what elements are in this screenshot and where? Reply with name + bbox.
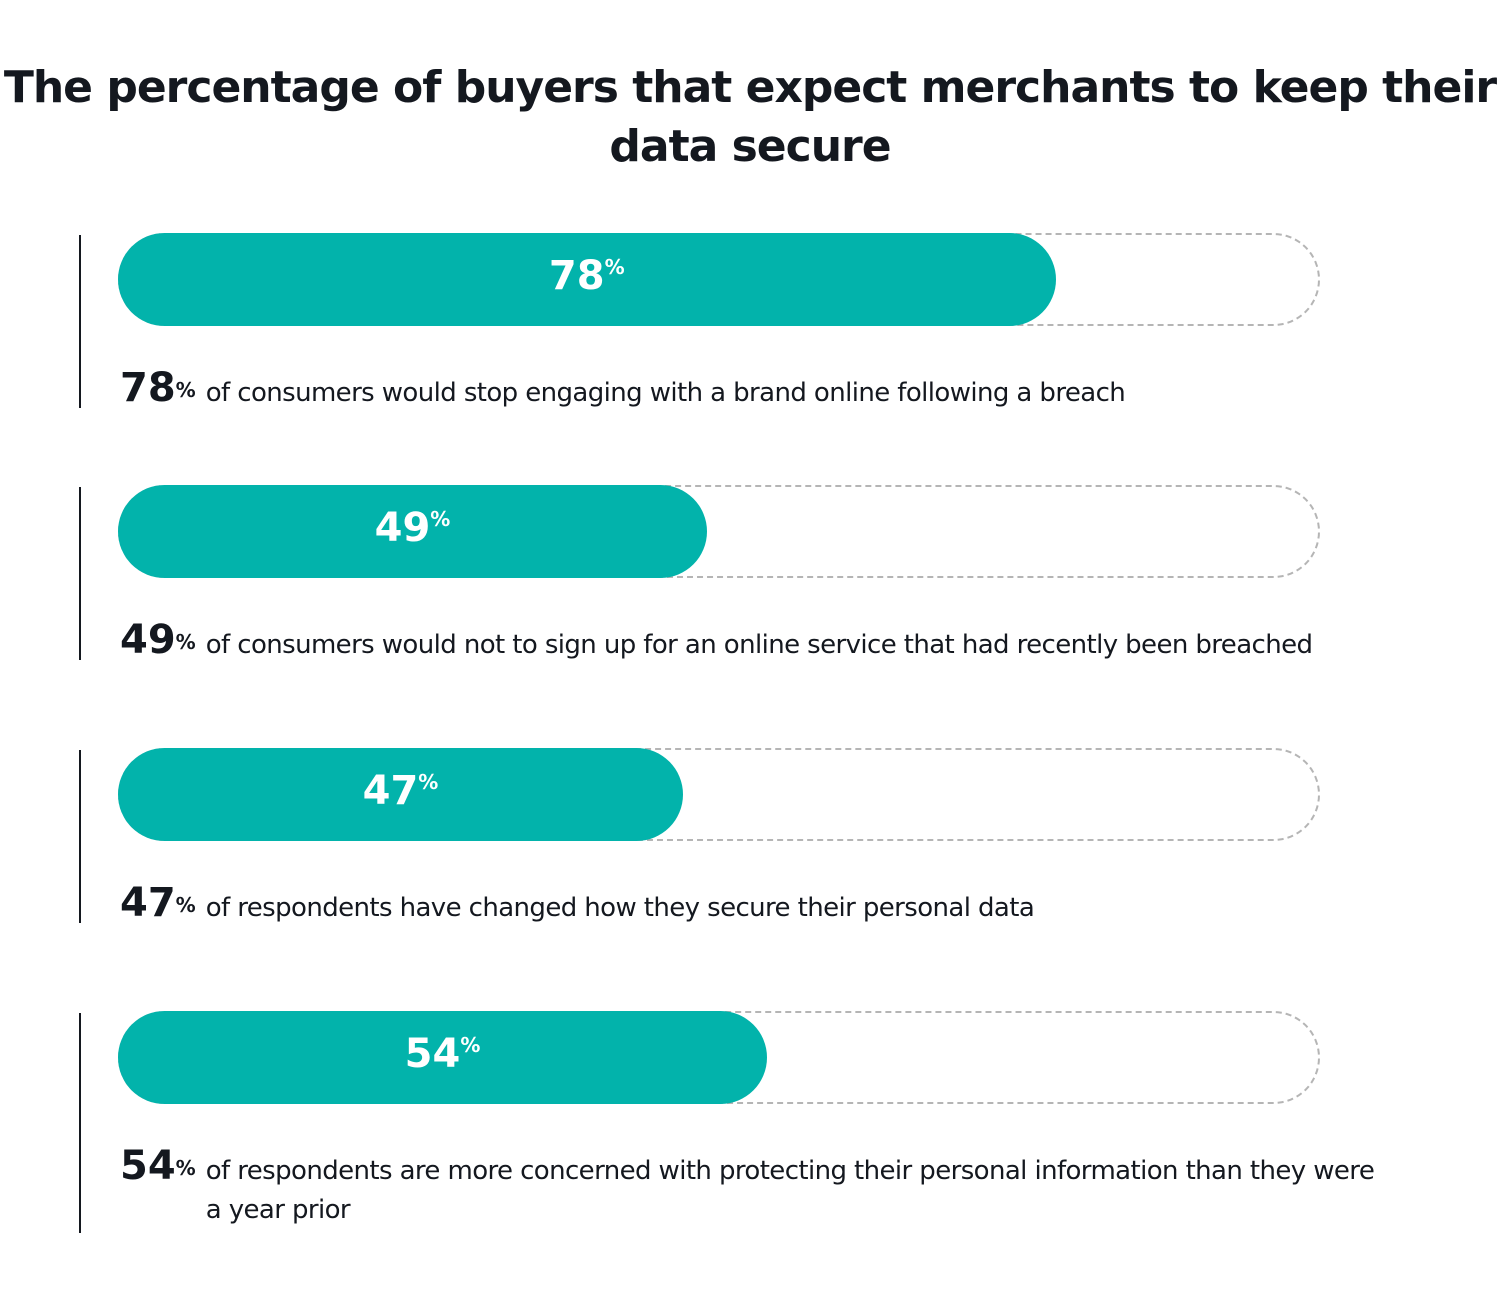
bar-caption: 78% of consumers would stop engaging with… (120, 366, 1386, 413)
bar-fill (118, 1011, 768, 1104)
percent-sign: % (175, 893, 196, 917)
percent-sign: % (175, 378, 196, 402)
bar-caption: 47% of respondents have changed how they … (120, 881, 1386, 928)
caption-value: 49% (120, 618, 196, 662)
percent-sign: % (418, 770, 439, 794)
caption-text: of respondents have changed how they sec… (205, 893, 1035, 923)
row-divider-line (79, 487, 81, 660)
caption-value-number: 47 (120, 880, 176, 926)
percent-sign: % (460, 1033, 481, 1057)
caption-value-number: 78 (120, 365, 176, 411)
caption-value-number: 49 (120, 617, 176, 663)
row-divider-line (79, 1013, 81, 1233)
caption-text: of consumers would stop engaging with a … (205, 378, 1126, 408)
bar-value-number: 47 (362, 768, 419, 814)
caption-text: of respondents are more concerned with p… (205, 1156, 1375, 1225)
bar-value-label: 78% (549, 253, 625, 299)
bar-value-number: 54 (404, 1031, 461, 1077)
bar-value-label: 47% (363, 768, 439, 814)
caption-value: 47% (120, 881, 196, 925)
bar-caption: 49% of consumers would not to sign up for… (120, 618, 1386, 665)
chart-title: The percentage of buyers that expect mer… (3, 62, 1497, 172)
row-divider-line (79, 235, 81, 408)
caption-value: 78% (120, 366, 196, 410)
percent-sign: % (430, 507, 451, 531)
bar-value-number: 49 (374, 505, 431, 551)
percent-sign: % (604, 255, 625, 279)
caption-value-number: 54 (120, 1143, 176, 1189)
bar-fill (118, 748, 683, 841)
bar-value-label: 54% (405, 1031, 481, 1077)
caption-value: 54% (120, 1144, 196, 1188)
bar-fill (118, 233, 1056, 326)
percent-sign: % (175, 1156, 196, 1180)
bar-value-number: 78 (548, 253, 605, 299)
row-divider-line (79, 750, 81, 923)
bar-value-label: 49% (375, 505, 451, 551)
caption-text: of consumers would not to sign up for an… (205, 630, 1313, 660)
bar-caption: 54% of respondents are more concerned wit… (120, 1144, 1386, 1230)
percent-sign: % (175, 630, 196, 654)
bar-fill (118, 485, 707, 578)
